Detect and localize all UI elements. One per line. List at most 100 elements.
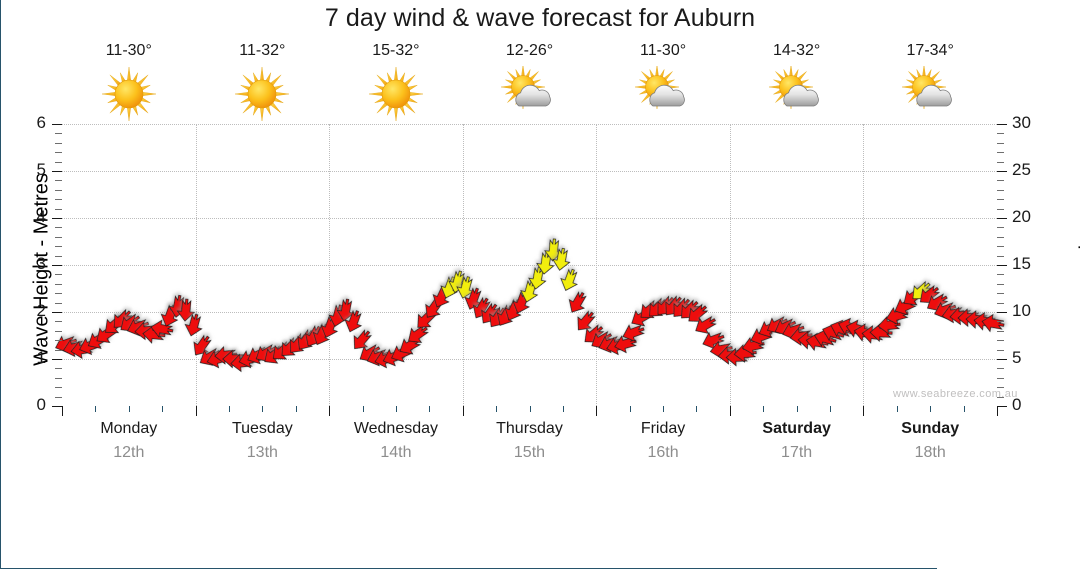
y-tick-minor-right — [997, 340, 1004, 341]
y-tick-minor-left — [55, 133, 62, 134]
right-axis-title: Wind Speed - Knots — [1077, 120, 1080, 420]
y-axis-label-right: 20 — [1012, 207, 1052, 227]
y-axis-label-right: 15 — [1012, 254, 1052, 274]
y-axis-label-right: 0 — [1012, 395, 1052, 415]
day-name-label: Thursday — [463, 420, 597, 438]
y-tick-left — [52, 218, 62, 219]
y-tick-minor-right — [997, 274, 1004, 275]
y-tick-left — [52, 406, 62, 407]
sunny-icon — [196, 66, 330, 122]
y-tick-minor-right — [997, 256, 1004, 257]
day-name-label: Saturday — [730, 420, 864, 438]
y-tick-left — [52, 312, 62, 313]
y-tick-left — [52, 359, 62, 360]
y-tick-right — [997, 124, 1007, 125]
x-tick-major — [997, 406, 998, 416]
y-tick-minor-left — [55, 246, 62, 247]
y-tick-minor-left — [55, 350, 62, 351]
y-tick-left — [52, 124, 62, 125]
y-tick-minor-left — [55, 368, 62, 369]
day-name-label: Friday — [596, 420, 730, 438]
y-tick-minor-right — [997, 397, 1004, 398]
day-column: 14-32° Saturday 17th — [730, 0, 864, 475]
y-tick-minor-left — [55, 162, 62, 163]
y-tick-minor-right — [997, 227, 1004, 228]
y-axis-label-left: 2 — [8, 301, 46, 321]
y-tick-minor-left — [55, 340, 62, 341]
y-tick-minor-left — [55, 284, 62, 285]
y-tick-left — [52, 171, 62, 172]
y-tick-minor-left — [55, 387, 62, 388]
day-temperature-range: 11-32° — [196, 42, 330, 60]
y-tick-minor-right — [997, 387, 1004, 388]
y-tick-right — [997, 406, 1007, 407]
y-axis-label-left: 3 — [8, 254, 46, 274]
y-tick-minor-right — [997, 209, 1004, 210]
partly-cloudy-icon — [463, 66, 597, 122]
day-date-label: 17th — [730, 444, 864, 462]
y-tick-minor-left — [55, 397, 62, 398]
day-column: 15-32° Wednesday 14th — [329, 0, 463, 475]
y-tick-minor-right — [997, 378, 1004, 379]
partly-cloudy-icon — [596, 66, 730, 122]
y-tick-minor-left — [55, 331, 62, 332]
y-tick-minor-right — [997, 199, 1004, 200]
y-tick-minor-left — [55, 256, 62, 257]
y-tick-minor-right — [997, 237, 1004, 238]
y-tick-minor-right — [997, 331, 1004, 332]
y-tick-minor-left — [55, 152, 62, 153]
day-name-label: Wednesday — [329, 420, 463, 438]
y-tick-minor-left — [55, 190, 62, 191]
day-temperature-range: 11-30° — [596, 42, 730, 60]
day-date-label: 18th — [863, 444, 997, 462]
y-tick-minor-right — [997, 162, 1004, 163]
day-temperature-range: 12-26° — [463, 42, 597, 60]
y-tick-minor-right — [997, 152, 1004, 153]
day-temperature-range: 14-32° — [730, 42, 864, 60]
y-tick-minor-left — [55, 199, 62, 200]
day-name-label: Sunday — [863, 420, 997, 438]
day-name-label: Tuesday — [196, 420, 330, 438]
day-column: 17-34° Sunday 18th — [863, 0, 997, 475]
y-axis-label-left: 5 — [8, 160, 46, 180]
y-tick-minor-left — [55, 237, 62, 238]
y-tick-minor-left — [55, 274, 62, 275]
y-tick-right — [997, 171, 1007, 172]
day-date-label: 15th — [463, 444, 597, 462]
y-tick-minor-right — [997, 246, 1004, 247]
y-tick-minor-right — [997, 321, 1004, 322]
day-date-label: 16th — [596, 444, 730, 462]
y-axis-label-right: 10 — [1012, 301, 1052, 321]
y-tick-minor-right — [997, 143, 1004, 144]
y-tick-minor-left — [55, 378, 62, 379]
y-axis-label-right: 30 — [1012, 113, 1052, 133]
y-axis-label-left: 0 — [8, 395, 46, 415]
day-temperature-range: 17-34° — [863, 42, 997, 60]
y-axis-label-right: 25 — [1012, 160, 1052, 180]
partly-cloudy-icon — [863, 66, 997, 122]
y-tick-minor-left — [55, 321, 62, 322]
y-tick-right — [997, 265, 1007, 266]
y-tick-minor-right — [997, 350, 1004, 351]
day-temperature-range: 11-30° — [62, 42, 196, 60]
y-tick-right — [997, 312, 1007, 313]
y-axis-label-left: 6 — [8, 113, 46, 133]
y-tick-minor-left — [55, 209, 62, 210]
y-tick-minor-left — [55, 303, 62, 304]
y-tick-minor-right — [997, 180, 1004, 181]
y-tick-minor-left — [55, 293, 62, 294]
y-tick-minor-right — [997, 133, 1004, 134]
y-tick-minor-right — [997, 284, 1004, 285]
sunny-icon — [329, 66, 463, 122]
y-tick-minor-left — [55, 227, 62, 228]
y-tick-right — [997, 359, 1007, 360]
y-tick-minor-left — [55, 143, 62, 144]
day-date-label: 14th — [329, 444, 463, 462]
day-temperature-range: 15-32° — [329, 42, 463, 60]
right-axis-line — [0, 284, 1, 568]
y-tick-minor-right — [997, 303, 1004, 304]
sunny-icon — [62, 66, 196, 122]
y-tick-minor-left — [55, 180, 62, 181]
